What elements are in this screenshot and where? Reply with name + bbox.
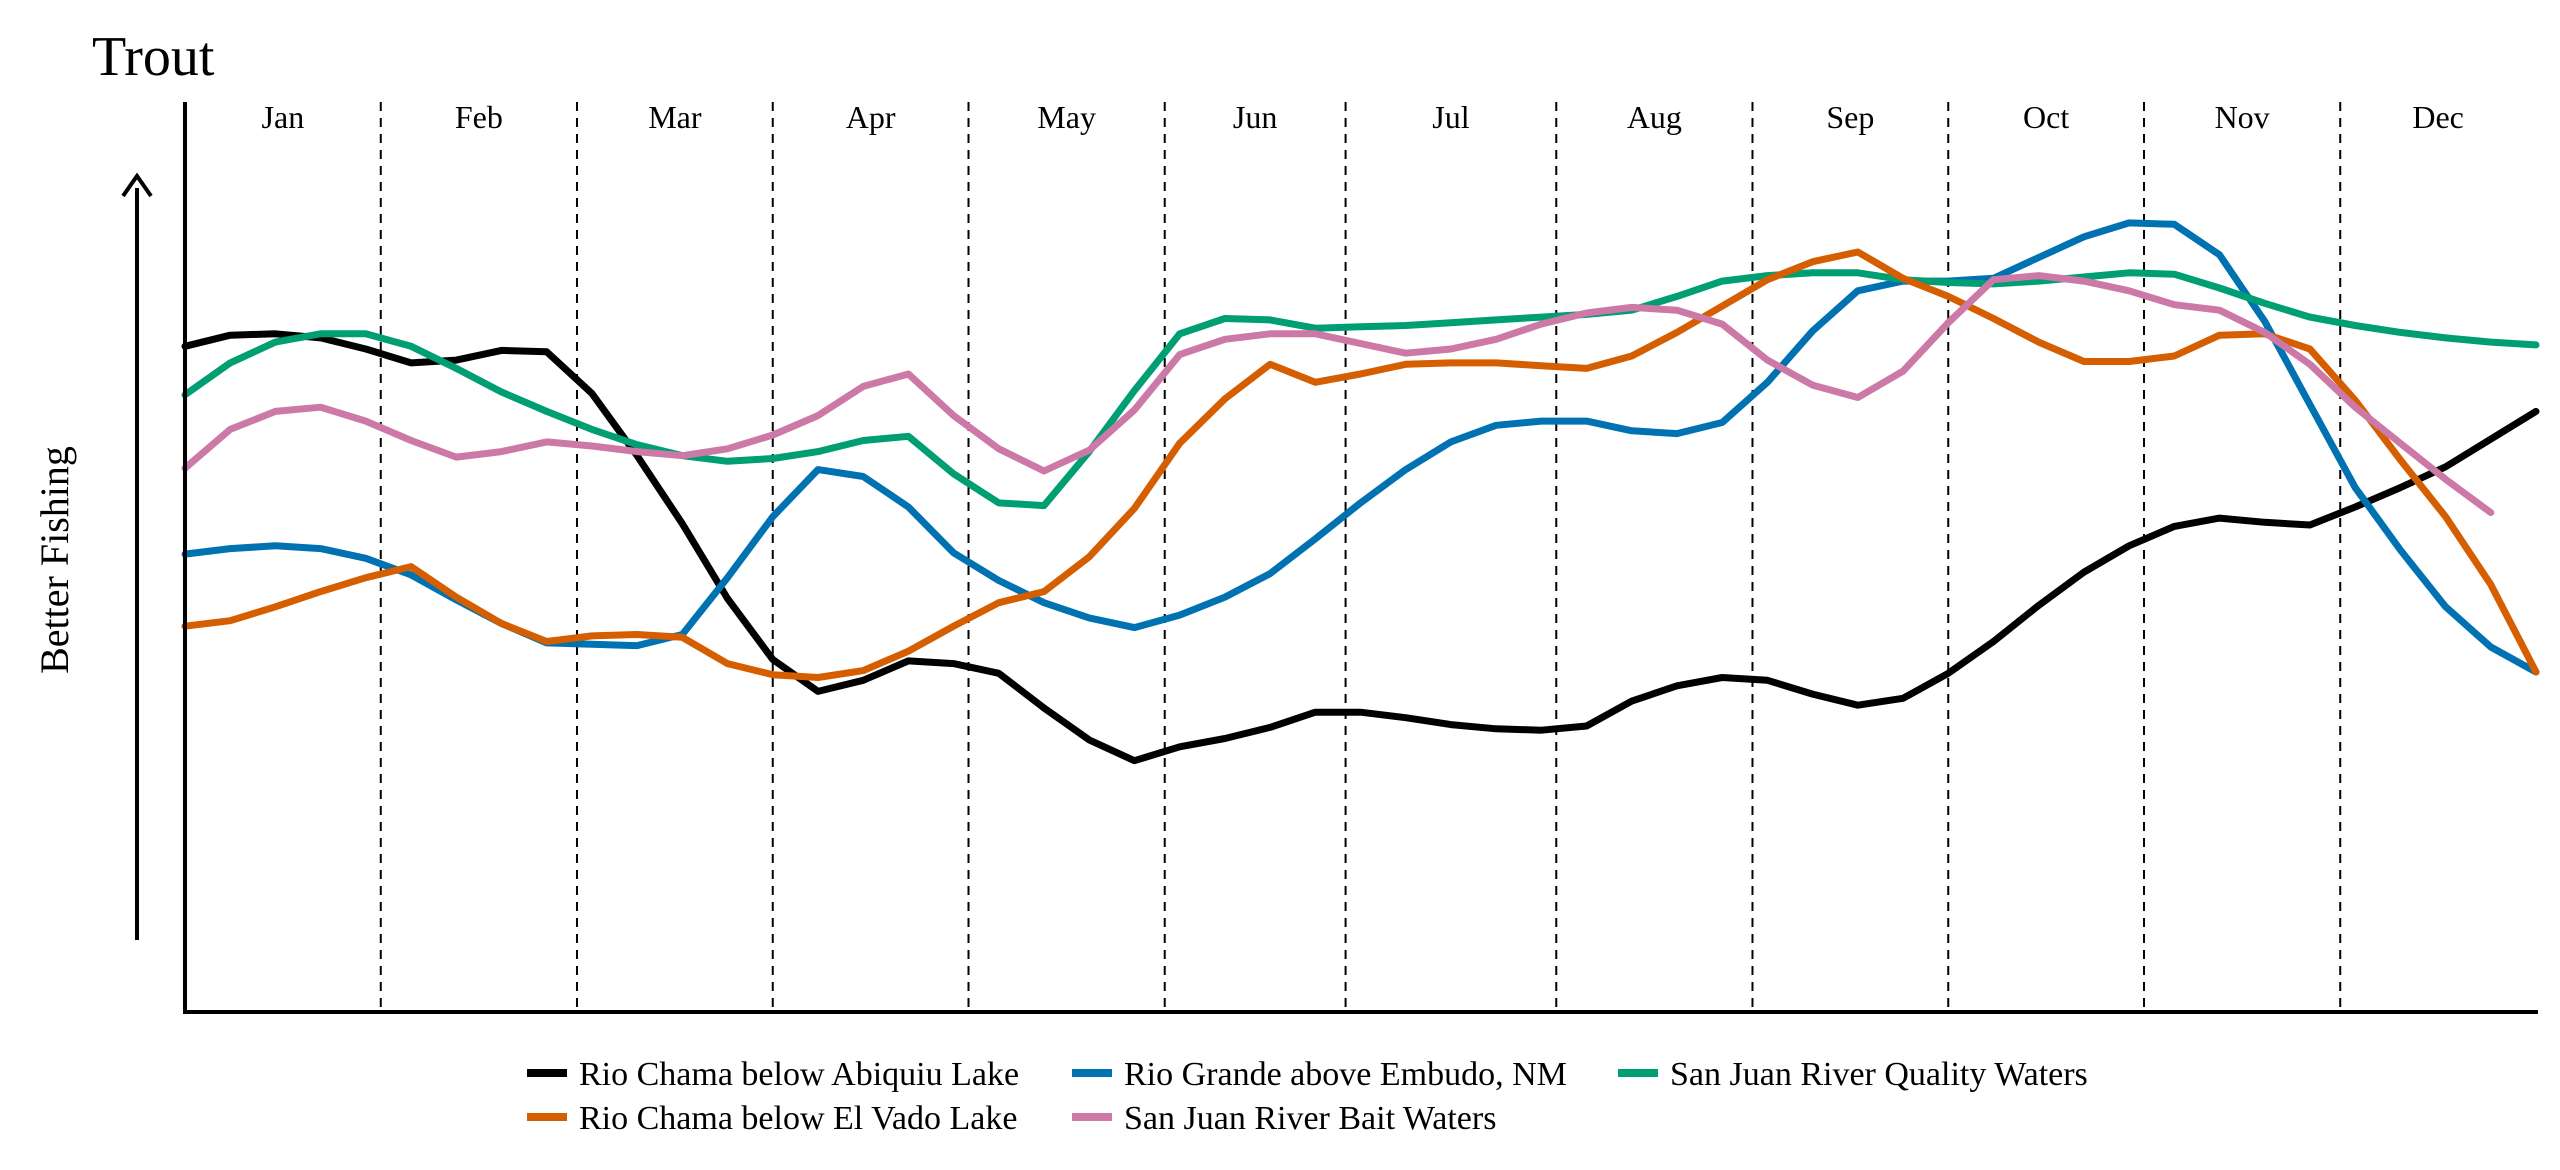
month-label: Oct (2023, 99, 2069, 135)
series-line (181, 272, 2495, 517)
month-labels: Jan Feb Mar Apr May Jun Jul Aug Sep Oct Nov Dec (262, 99, 2464, 135)
month-dividers (379, 102, 2342, 1012)
month-label: Mar (648, 99, 702, 135)
month-label: Nov (2215, 99, 2270, 135)
series-line (181, 248, 2540, 681)
better-fishing-arrow (121, 172, 153, 940)
series-line (181, 330, 2540, 765)
legend-label: Rio Chama below El Vado Lake (579, 1100, 1017, 1137)
series-line (181, 219, 2540, 676)
month-label: Dec (2412, 99, 2464, 135)
month-label: Sep (1826, 99, 1874, 135)
legend-label: San Juan River Bait Waters (1124, 1100, 1496, 1137)
month-label: Jan (262, 99, 305, 135)
legend-label: San Juan River Quality Waters (1670, 1056, 2088, 1093)
month-label: Apr (846, 99, 896, 135)
series-lines (181, 219, 2540, 765)
axes (183, 102, 2538, 1014)
month-label: Aug (1627, 99, 1682, 135)
legend-label: Rio Chama below Abiquiu Lake (579, 1056, 1019, 1093)
y-axis-label: Better Fishing (32, 446, 77, 674)
legend: Rio Chama below Abiquiu Lake Rio Grande a… (527, 1056, 2088, 1137)
month-label: May (1037, 99, 1096, 135)
legend-label: Rio Grande above Embudo, NM (1124, 1056, 1567, 1093)
month-label: Jul (1432, 99, 1469, 135)
chart-title: Trout (92, 26, 215, 88)
month-label: Jun (1233, 99, 1277, 135)
month-label: Feb (455, 99, 503, 135)
series-line (181, 269, 2540, 510)
